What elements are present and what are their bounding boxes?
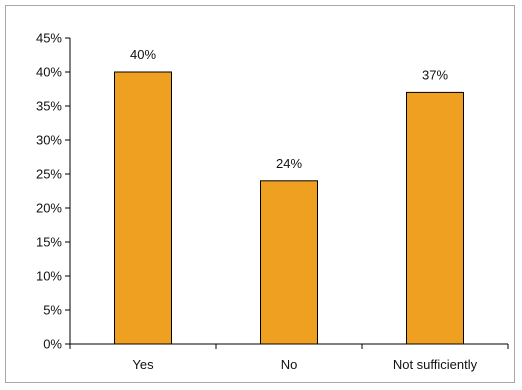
bar-yes	[114, 71, 172, 345]
y-tick-label: 15%	[36, 235, 62, 250]
y-axis: 0% 5% 10% 15% 20% 25% 30% 35% 40% 45%	[36, 31, 71, 352]
y-tick-label: 5%	[43, 303, 62, 318]
data-labels: 40% 24% 37%	[130, 47, 448, 171]
x-tick-label: No	[281, 357, 298, 372]
bar-not-sufficiently	[406, 91, 464, 345]
y-tick-label: 30%	[36, 133, 62, 148]
y-tick-label: 10%	[36, 269, 62, 284]
y-tick-label: 0%	[43, 337, 62, 352]
y-tick-label: 40%	[36, 65, 62, 80]
x-axis: Yes No Not sufficiently	[69, 343, 509, 372]
data-label: 37%	[422, 67, 448, 82]
x-tick-label: Yes	[132, 357, 154, 372]
x-tick-label: Not sufficiently	[393, 357, 478, 372]
bars	[114, 71, 464, 345]
data-label: 40%	[130, 47, 156, 62]
y-tick-label: 45%	[36, 31, 62, 46]
y-tick-label: 25%	[36, 167, 62, 182]
bar-no	[260, 180, 318, 345]
y-tick-label: 20%	[36, 201, 62, 216]
y-tick-label: 35%	[36, 99, 62, 114]
data-label: 24%	[276, 156, 302, 171]
